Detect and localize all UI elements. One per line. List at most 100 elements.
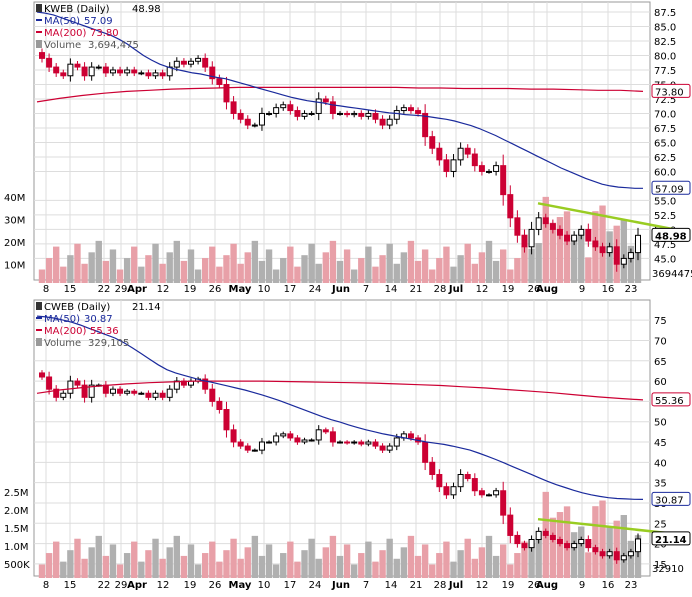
volume-bar — [88, 547, 95, 578]
volume-bar — [570, 237, 578, 283]
legend-title: CWEB (Daily) — [44, 302, 110, 313]
x-tick-label: May — [229, 284, 252, 295]
price-tick-label: 67.5 — [654, 124, 676, 135]
volume-bar — [123, 258, 131, 283]
volume-bar — [343, 544, 351, 578]
volume-bar — [514, 258, 521, 283]
candle-body — [315, 429, 322, 441]
candle-body — [535, 530, 542, 540]
volume-bar — [336, 260, 344, 283]
x-tick-label: 14 — [385, 284, 398, 295]
candle-body — [67, 380, 74, 394]
volume-bar — [400, 252, 408, 283]
volume-bar — [280, 553, 287, 578]
x-tick-label: 24 — [309, 284, 322, 295]
candle-body — [351, 112, 358, 116]
legend-title-value: 21.14 — [132, 302, 161, 313]
candle-body — [627, 551, 634, 557]
candle-body — [53, 66, 60, 74]
legend-title: KWEB (Daily) — [44, 4, 110, 15]
candle-body — [493, 490, 500, 496]
candle-body — [39, 372, 45, 378]
volume-bar — [620, 220, 628, 283]
x-tick-label: 12 — [157, 580, 170, 591]
price-tick-label: 15 — [654, 560, 667, 571]
candle-body — [145, 392, 152, 398]
x-tick-label: 24 — [309, 580, 322, 591]
candle-body — [585, 228, 592, 242]
candle-body — [131, 69, 138, 74]
x-tick-label: 23 — [625, 580, 638, 591]
volume-bar — [88, 252, 95, 283]
x-tick-label: Jul — [448, 580, 463, 591]
volume-legend-value: 329,105 — [88, 338, 129, 349]
volume-bar — [358, 258, 365, 283]
volume-bar — [549, 222, 557, 283]
x-tick-label: Aug — [536, 284, 558, 295]
volume-bar — [166, 547, 173, 578]
volume-bar — [145, 255, 152, 283]
candle-body — [486, 494, 492, 497]
candle-body — [152, 72, 159, 77]
candle-body — [599, 551, 606, 557]
volume-bar — [67, 550, 74, 578]
candle-body — [556, 539, 563, 545]
volume-bar — [230, 243, 237, 283]
candle-body — [514, 534, 521, 545]
x-tick-label: Jun — [331, 580, 350, 591]
candle-body — [124, 69, 131, 74]
volume-bar — [201, 258, 209, 283]
candle-body — [337, 441, 343, 444]
volume-bar — [230, 538, 237, 578]
volume-bar — [116, 564, 124, 578]
candle-body — [46, 57, 53, 68]
price-tick-label: 60.0 — [654, 167, 676, 178]
x-tick-label: 26 — [209, 580, 222, 591]
volume-bar — [507, 269, 514, 283]
x-tick-label: 19 — [502, 284, 515, 295]
ma200-last-value-box — [651, 392, 691, 407]
volume-bar — [343, 249, 351, 283]
candle-body — [585, 539, 592, 549]
volume-bar — [485, 240, 493, 283]
volume-bar — [464, 538, 471, 578]
volume-tick-label: 20M — [4, 238, 25, 249]
volume-bar — [542, 196, 549, 283]
candle-body — [365, 112, 372, 117]
candle-body — [564, 543, 571, 549]
candle-body — [251, 124, 258, 127]
volume-last-value: 32910 — [652, 564, 684, 575]
x-tick-label: 16 — [602, 580, 615, 591]
x-tick-label: 26 — [528, 580, 541, 591]
ma50-last-value: 57.09 — [655, 184, 684, 195]
volume-bar — [201, 553, 209, 578]
candle-body — [407, 433, 414, 439]
volume-bar — [180, 260, 188, 283]
price-tick-label: 50 — [654, 418, 667, 429]
candle-body — [237, 441, 244, 447]
volume-bar — [521, 541, 528, 578]
candle-body — [379, 118, 386, 126]
volume-bar — [414, 260, 422, 283]
candle-body — [450, 159, 457, 172]
volume-bar — [421, 544, 429, 578]
candle-body — [273, 435, 280, 443]
volume-bar — [492, 260, 500, 283]
candle-body — [46, 376, 53, 390]
volume-bar — [209, 541, 216, 578]
volume-bar — [173, 535, 181, 578]
x-tick-label: 19 — [184, 580, 197, 591]
candle-body — [393, 437, 400, 447]
volume-bar — [60, 561, 67, 578]
x-tick-label: 10 — [258, 580, 271, 591]
candle-body — [117, 388, 124, 394]
volume-bar — [60, 266, 67, 283]
candle-body — [138, 392, 145, 395]
candle-body — [386, 118, 393, 126]
candle-body — [81, 384, 88, 398]
price-tick-label: 47.5 — [654, 240, 676, 251]
volume-bar — [634, 240, 642, 283]
candle-body — [521, 234, 528, 248]
volume-bar — [308, 243, 315, 283]
volume-bar — [159, 263, 166, 283]
